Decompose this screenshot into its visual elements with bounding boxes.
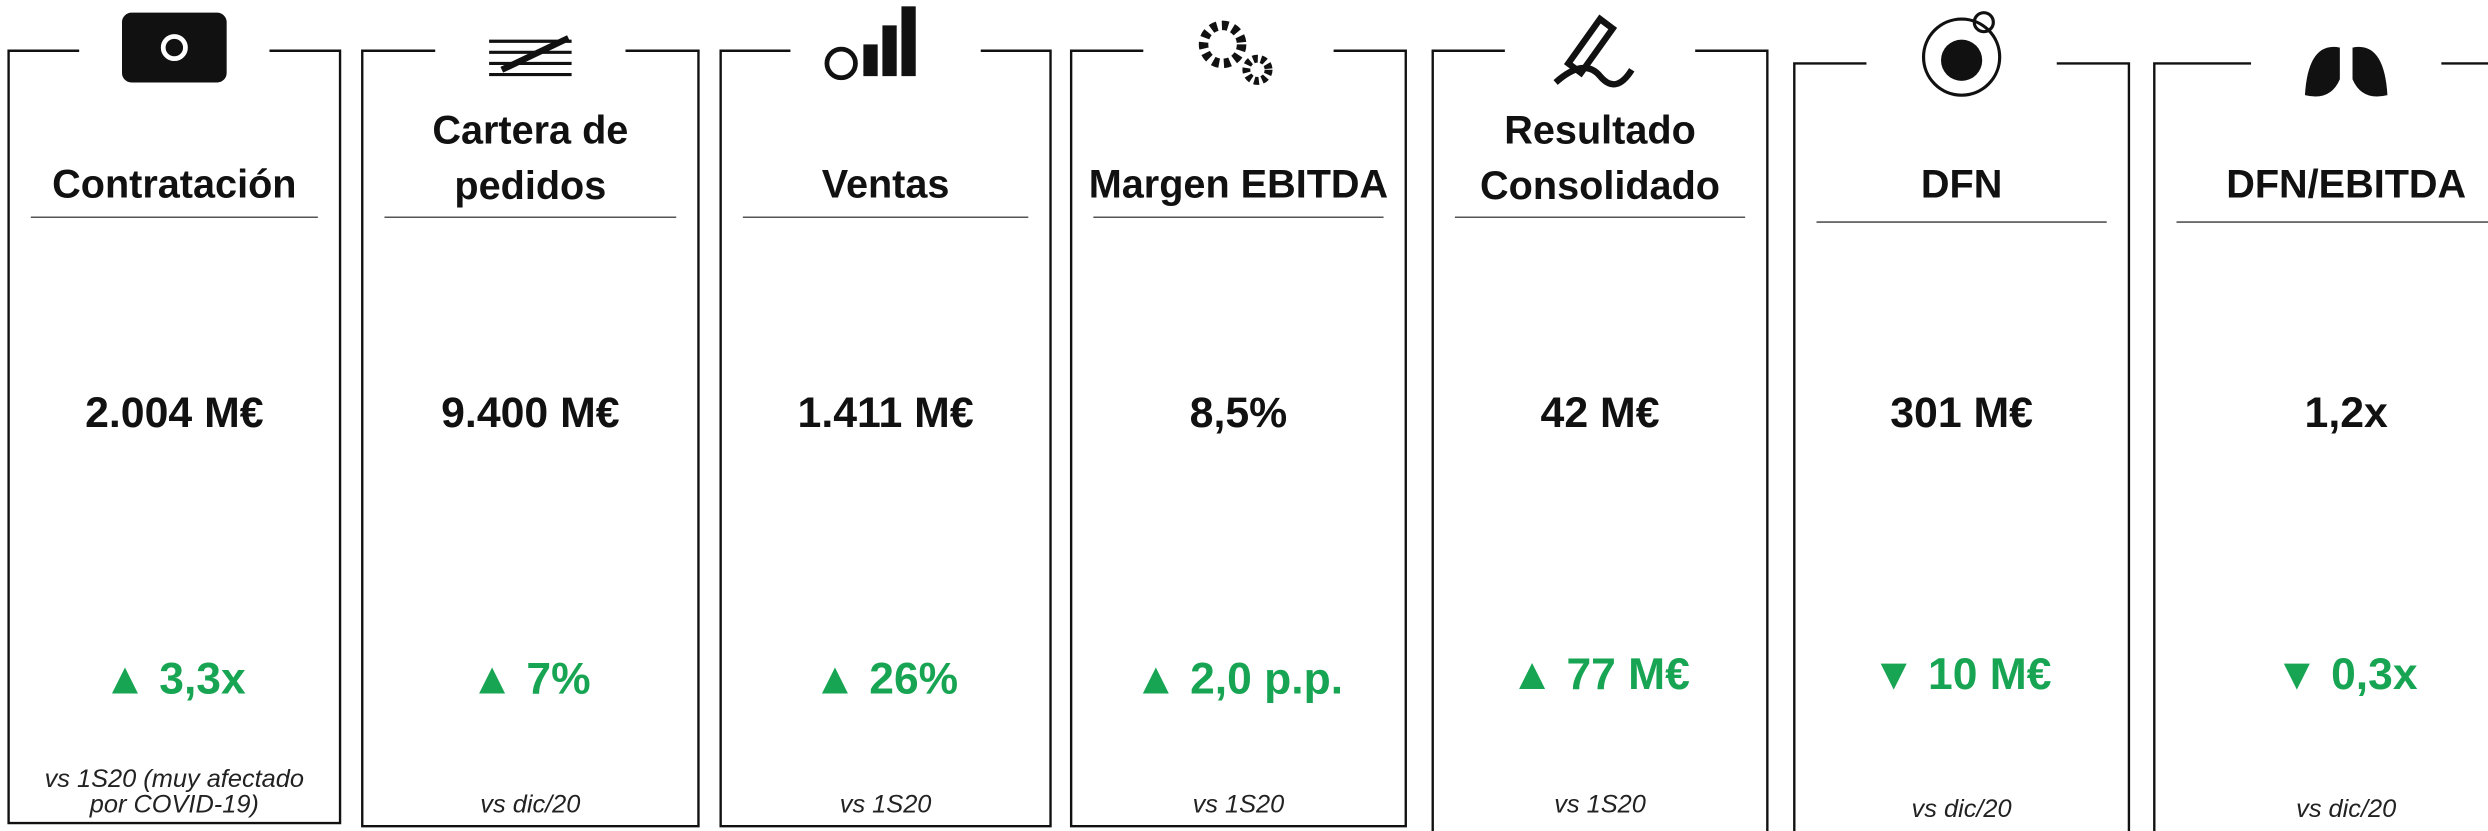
card-value: 301 M€ [1890,389,2033,437]
kpi-card: DFN 301 M€ ▼ 10 M€ vs dic/20 [1793,62,2131,831]
card-value: 9.400 M€ [441,389,620,437]
card-change: ▲ 26% [813,655,958,704]
card-title: Consolidado [1480,164,1720,208]
card-note: vs dic/20 [480,790,580,818]
icon [882,25,897,77]
kpi-card: Ventas 1.411 M€ ▲ 26% vs 1S20 [719,49,1052,828]
card-title: DFN [1921,163,2002,207]
card-border [719,49,1052,828]
card-value: 42 M€ [1541,389,1660,437]
icon [824,46,858,81]
card-border [1793,62,2131,831]
card-title: pedidos [454,164,606,208]
kpi-card: Margen EBITDA 8,5% ▲ 2,0 p.p. vs 1S20 [1069,49,1407,828]
card-change: ▼ 0,3x [2275,650,2418,699]
card-value: 8,5% [1190,389,1288,437]
icon [500,35,570,73]
icon [1198,20,1247,69]
icon [863,44,878,77]
card-note: vs 1S20 [1193,790,1285,818]
card-value: 1,2x [2305,389,2388,437]
card-note: vs 1S20 (muy afectado [45,765,304,793]
card-border [7,49,342,825]
kpi-card: Cartera de pedidos 9.400 M€ ▲ 7% vs dic/20 [361,49,700,828]
card-note: vs dic/20 [1912,795,2012,823]
icon [1242,54,1273,85]
icon [1972,11,1995,34]
kpi-card: Resultado Consolidado 42 M€ ▲ 77 M€ vs 1S20 [1431,49,1769,831]
icon [901,6,916,77]
card-title: Cartera de [432,109,628,153]
card-note: vs 1S20 [840,790,932,818]
card-title: Ventas [822,163,950,207]
kpi-card: Contratación 2.004 M€ ▲ 3,3x vs 1S20 (muy a… [7,49,342,825]
icon [1553,14,1635,88]
card-value: 1.411 M€ [798,389,974,437]
card-title: Resultado [1504,109,1696,153]
card-change: ▲ 2,0 p.p. [1134,655,1343,704]
card-border [1431,49,1769,831]
icon [121,12,227,83]
card-change: ▼ 10 M€ [1872,650,2052,699]
card-title: DFN/EBITDA [2226,163,2466,207]
card-value: 2.004 M€ [85,389,264,437]
icon [1940,39,1983,81]
card-title: Contratación [52,163,296,207]
kpi-card: DFN/EBITDA 1,2x ▼ 0,3x vs dic/20 [2153,62,2488,831]
card-change: ▲ 7% [470,655,590,704]
card-change: ▲ 3,3x [103,655,246,704]
card-note: vs 1S20 [1554,790,1646,818]
icon [160,34,188,62]
icon [2304,15,2388,97]
card-border [361,49,700,828]
card-border [2153,62,2488,831]
card-note: vs dic/20 [2296,795,2396,823]
card-note: por COVID-19) [89,790,259,818]
card-border [1069,49,1407,828]
card-change: ▲ 77 M€ [1510,650,1690,699]
card-title: Margen EBITDA [1089,163,1388,207]
